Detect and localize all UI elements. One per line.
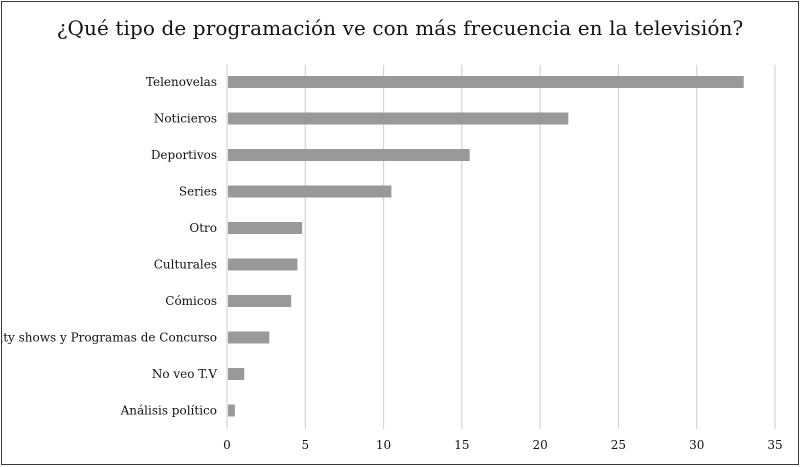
x-tick-label: 10 — [376, 438, 391, 452]
x-tick-label: 15 — [454, 438, 469, 452]
bar — [228, 404, 235, 417]
category-label: Culturales — [154, 258, 217, 272]
category-label: Noticieros — [154, 112, 217, 126]
category-label: Deportivos — [151, 148, 217, 162]
category-label: Series — [179, 185, 217, 199]
category-label: No veo T.V — [152, 367, 218, 381]
bar — [228, 112, 569, 125]
category-label: Análisis político — [120, 404, 217, 418]
chart-title: ¿Qué tipo de programación ve con más fre… — [56, 16, 744, 40]
x-tick-label: 30 — [689, 438, 704, 452]
category-label: Otro — [189, 221, 217, 235]
bar — [228, 149, 470, 161]
bar — [228, 295, 292, 307]
bar — [228, 258, 298, 271]
bar — [228, 331, 270, 344]
x-tick-label: 35 — [767, 438, 782, 452]
x-tick-label: 5 — [301, 438, 309, 452]
category-label: Reality shows y Programas de Concurso — [2, 331, 217, 345]
bar — [228, 76, 744, 88]
bar — [228, 222, 303, 234]
bar — [228, 185, 392, 198]
category-label: Telenovelas — [146, 75, 217, 89]
x-tick-label: 25 — [611, 438, 626, 452]
x-tick-label: 0 — [223, 438, 231, 452]
x-tick-label: 20 — [533, 438, 548, 452]
category-label: Cómicos — [165, 294, 217, 308]
bar — [228, 368, 245, 380]
